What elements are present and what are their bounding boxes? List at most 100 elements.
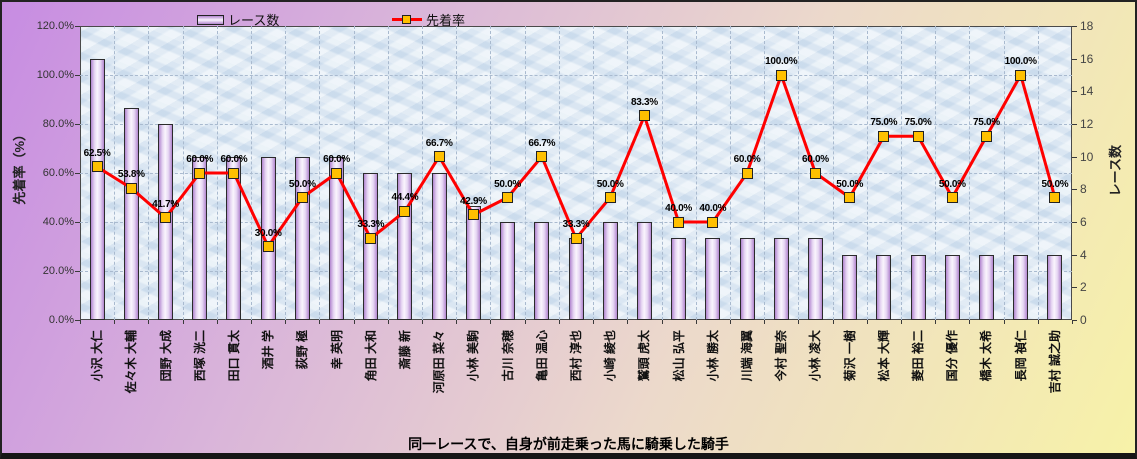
x-axis-tick bbox=[900, 320, 902, 324]
left-axis-tick bbox=[75, 173, 80, 174]
bar-race-count bbox=[807, 238, 823, 320]
bar-race-count bbox=[910, 254, 926, 320]
x-axis-tick bbox=[1003, 320, 1005, 324]
data-label: 50.0% bbox=[288, 178, 316, 190]
line-marker bbox=[296, 192, 308, 203]
data-label: 66.7% bbox=[528, 137, 556, 149]
bar-race-count bbox=[329, 156, 345, 320]
data-label: 44.4% bbox=[391, 192, 419, 204]
x-axis-tick bbox=[524, 320, 526, 324]
bar-race-count bbox=[534, 222, 550, 320]
line-marker bbox=[1015, 69, 1027, 81]
x-axis-tick bbox=[1072, 320, 1073, 324]
right-axis-tick-label: 12 bbox=[1080, 117, 1094, 131]
left-axis-tick bbox=[75, 124, 80, 125]
vertical-gridline bbox=[1037, 26, 1039, 320]
left-axis-tick bbox=[75, 222, 80, 223]
bar-race-count bbox=[363, 173, 379, 320]
line-marker bbox=[194, 167, 206, 179]
category-label: 松山 弘平 bbox=[671, 330, 686, 382]
vertical-gridline bbox=[285, 26, 287, 320]
right-axis-tick bbox=[1072, 222, 1077, 223]
x-axis-tick bbox=[866, 320, 868, 324]
vertical-gridline bbox=[627, 26, 629, 320]
category-label: 団野 大成 bbox=[158, 330, 173, 382]
vertical-gridline bbox=[114, 26, 116, 320]
category-label: 小崎 綾也 bbox=[603, 330, 618, 382]
vertical-gridline bbox=[593, 26, 595, 320]
legend-label-rate: 先着率 bbox=[426, 13, 466, 28]
vertical-gridline bbox=[353, 26, 355, 320]
right-axis-tick bbox=[1072, 91, 1077, 93]
right-axis-tick-label: 16 bbox=[1080, 51, 1094, 66]
x-axis-tick bbox=[935, 320, 937, 324]
right-axis-tick-label: 8 bbox=[1080, 182, 1087, 197]
x-axis-tick bbox=[387, 320, 389, 324]
data-label: 40.0% bbox=[665, 203, 693, 214]
category-label: 小林 凌大 bbox=[808, 330, 823, 382]
x-axis-tick bbox=[456, 320, 458, 324]
category-label: 菊沢 一樹 bbox=[842, 330, 857, 382]
category-label: 今村 聖奈 bbox=[774, 330, 789, 382]
bar-race-count bbox=[842, 254, 858, 320]
vertical-gridline bbox=[490, 26, 492, 320]
line-marker bbox=[912, 130, 924, 142]
bar-race-count bbox=[465, 205, 481, 320]
line-marker bbox=[433, 151, 445, 163]
x-axis-tick bbox=[798, 320, 800, 324]
line-marker bbox=[262, 241, 274, 252]
x-axis-tick bbox=[285, 320, 287, 324]
x-axis-tick bbox=[661, 320, 663, 324]
bar-race-count bbox=[602, 222, 618, 320]
category-label: 佐々木 大輔 bbox=[124, 330, 139, 394]
category-label: 小林 勝太 bbox=[705, 330, 720, 382]
data-label: 60.0% bbox=[323, 154, 350, 165]
bar-race-count bbox=[671, 238, 687, 320]
horizontal-gridline bbox=[80, 75, 1072, 76]
category-label: 亀田 温心 bbox=[534, 330, 549, 382]
chart-title: 同一レースで、自身が前走乗った馬に騎乗した騎手 bbox=[408, 436, 729, 452]
horizontal-gridline bbox=[80, 124, 1072, 125]
line-marker bbox=[878, 130, 890, 142]
line-marker bbox=[331, 167, 343, 179]
legend-item-race-count: レース数 bbox=[197, 10, 279, 29]
line-marker bbox=[809, 167, 821, 179]
bar-race-count bbox=[705, 238, 721, 320]
line-marker bbox=[707, 216, 719, 228]
left-axis-tick-label: 20.0% bbox=[42, 265, 74, 277]
legend-item-rate: 先着率 bbox=[392, 10, 465, 29]
data-label: 30.0% bbox=[254, 227, 282, 239]
vertical-gridline bbox=[319, 26, 321, 320]
bar-race-count bbox=[944, 254, 960, 320]
bar-race-count bbox=[192, 156, 208, 320]
line-series-swatch-icon bbox=[392, 14, 422, 25]
line-marker bbox=[775, 69, 787, 81]
data-label: 50.0% bbox=[938, 178, 966, 190]
legend-label-race-count: レース数 bbox=[228, 13, 280, 28]
x-axis-tick bbox=[593, 320, 595, 324]
vertical-gridline bbox=[832, 26, 834, 320]
data-label: 60.0% bbox=[186, 154, 214, 165]
left-axis-tick bbox=[75, 26, 80, 27]
right-axis-tick-label: 10 bbox=[1080, 149, 1094, 164]
right-axis-title: レース数 bbox=[1108, 145, 1123, 197]
right-axis-tick-label: 18 bbox=[1080, 19, 1094, 33]
right-axis-tick-label: 6 bbox=[1080, 215, 1087, 229]
category-label: 幸 英明 bbox=[329, 330, 344, 370]
right-axis-tick bbox=[1072, 254, 1077, 256]
line-marker bbox=[365, 232, 377, 244]
right-axis-tick-label: 4 bbox=[1080, 247, 1087, 262]
x-axis-tick bbox=[1037, 320, 1039, 324]
category-label: 荻野 極 bbox=[295, 330, 310, 370]
x-axis-tick bbox=[353, 320, 355, 324]
data-label: 50.0% bbox=[494, 178, 521, 190]
vertical-gridline bbox=[729, 26, 731, 320]
data-label: 41.7% bbox=[152, 198, 179, 210]
right-axis-tick bbox=[1072, 26, 1077, 27]
x-axis-tick bbox=[114, 320, 116, 324]
right-axis-tick bbox=[1072, 58, 1077, 60]
line-marker bbox=[399, 205, 411, 217]
category-label: 鷲頭 虎太 bbox=[637, 330, 652, 382]
line-marker bbox=[160, 212, 172, 224]
x-axis-tick bbox=[558, 320, 560, 324]
